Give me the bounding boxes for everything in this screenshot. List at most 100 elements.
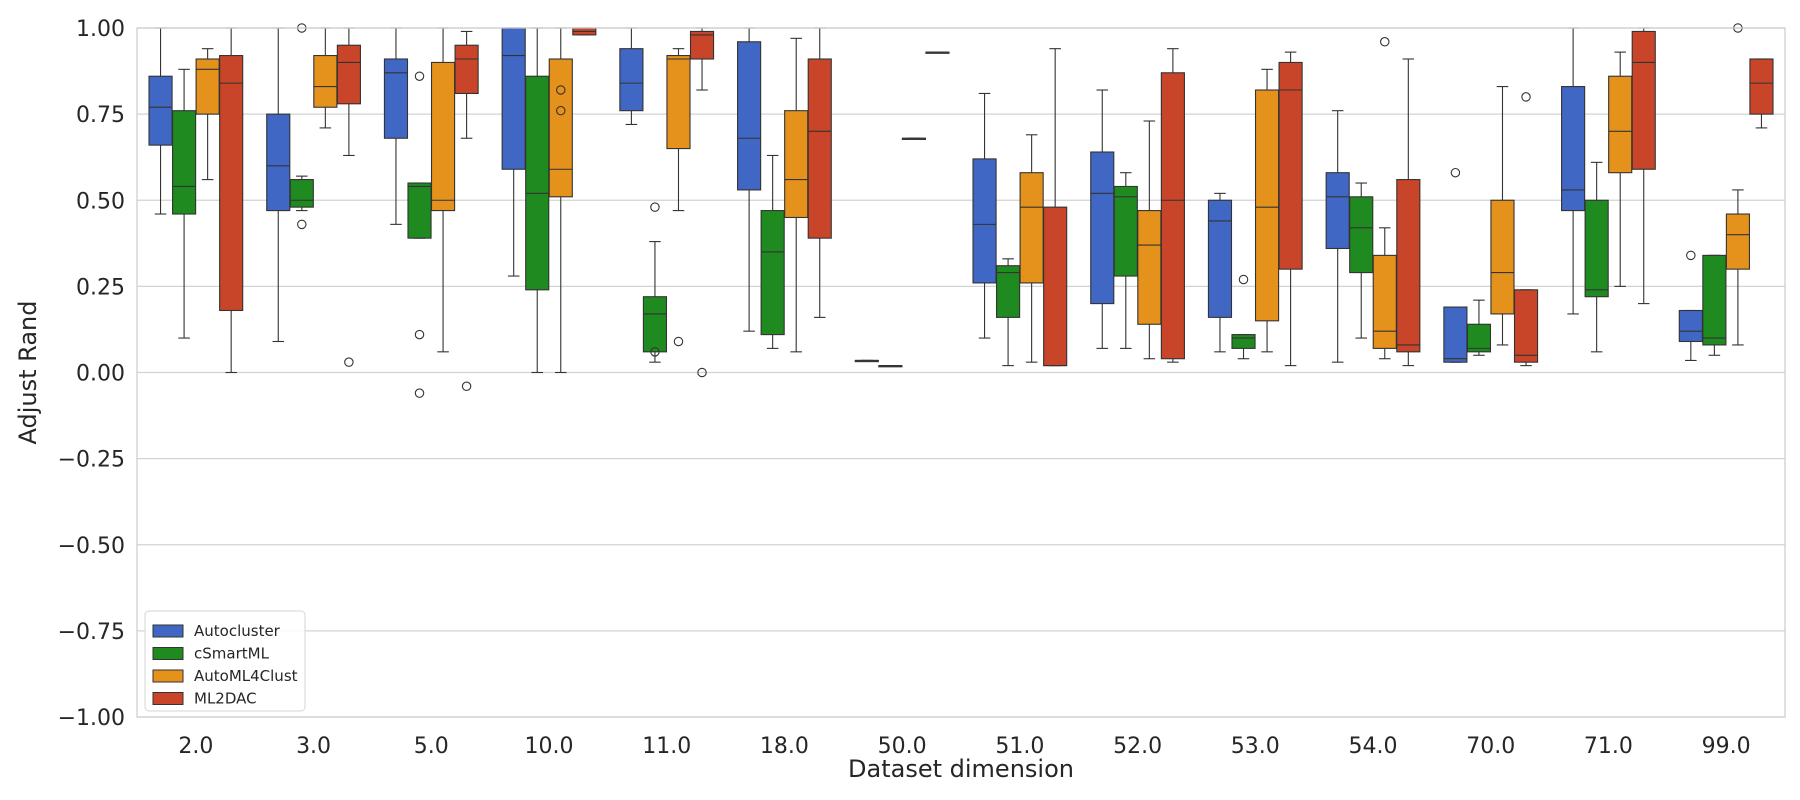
box-body [1137, 210, 1162, 325]
y-tick-label: 0.25 [76, 275, 125, 300]
x-tick-label: 3.0 [296, 734, 331, 759]
box-body [1278, 61, 1303, 270]
box-body [313, 55, 338, 108]
y-tick-label: 1.00 [76, 17, 125, 42]
box-body [1090, 151, 1115, 305]
box-ml2dac-54.0 [1396, 58, 1421, 367]
legend-label-automl4clust: AutoML4Clust [194, 667, 298, 685]
box-csmartml-50.0 [878, 365, 903, 368]
outlier-point [1380, 37, 1390, 47]
box-ml2dac-99.0 [1749, 58, 1774, 129]
y-axis-label: Adjust Rand [14, 301, 42, 445]
box-autocluster-71.0 [1561, 27, 1586, 315]
box-ml2dac-11.0 [689, 27, 715, 378]
box-body [1396, 179, 1421, 353]
box-csmartml-99.0 [1702, 254, 1727, 356]
box-body [525, 75, 550, 291]
box-body [219, 55, 244, 312]
box-body [1584, 199, 1609, 298]
x-tick-label: 51.0 [995, 734, 1044, 759]
box-body [1749, 58, 1774, 115]
x-tick-label: 70.0 [1466, 734, 1515, 759]
x-tick-label: 5.0 [414, 734, 449, 759]
box-body [807, 58, 832, 239]
box-ml2dac-2.0 [219, 27, 244, 374]
box-autocluster-3.0 [266, 27, 291, 343]
outlier-point [297, 219, 307, 230]
box-body [995, 265, 1021, 318]
box-body [1513, 289, 1539, 363]
outlier-point [556, 105, 566, 116]
box-body [666, 55, 691, 150]
box-body [1207, 199, 1233, 318]
x-tick-label: 11.0 [642, 734, 691, 759]
box-csmartml-10.0 [525, 27, 550, 374]
box-autocluster-70.0 [1443, 167, 1468, 363]
x-axis-label: Dataset dimension [848, 755, 1074, 783]
y-tick-label: 0.75 [76, 103, 125, 128]
box-automl4clust-51.0 [1019, 134, 1044, 363]
legend-swatch-autocluster [152, 624, 184, 638]
box-body [195, 58, 220, 115]
legend: Autocluster cSmartML AutoML4Clust ML2DAC [144, 610, 306, 712]
box-ml2dac-50.0 [925, 51, 950, 54]
box-autocluster-10.0 [501, 27, 526, 277]
box-automl4clust-53.0 [1254, 68, 1280, 353]
box-body [1678, 309, 1703, 343]
box-csmartml-18.0 [760, 154, 785, 349]
box-body [1349, 196, 1374, 274]
x-tick-label: 2.0 [178, 734, 213, 759]
box-autocluster-54.0 [1325, 110, 1350, 363]
outlier-point [1521, 92, 1531, 102]
box-automl4clust-52.0 [1137, 120, 1162, 360]
box-ml2dac-5.0 [454, 30, 479, 392]
box-csmartml-5.0 [407, 71, 432, 398]
legend-label-csmartml: cSmartML [194, 645, 270, 663]
box-automl4clust-70.0 [1490, 86, 1515, 346]
box-body [148, 75, 173, 146]
box-body [1443, 306, 1468, 363]
box-body [1608, 75, 1633, 174]
box-ml2dac-18.0 [807, 27, 832, 318]
legend-label-autocluster: Autocluster [194, 622, 281, 640]
outlier-point [697, 367, 707, 378]
box-csmartml-3.0 [289, 23, 314, 230]
x-tick-label: 50.0 [878, 734, 927, 759]
box-body [548, 58, 573, 198]
y-tick-label: 0.50 [76, 189, 125, 214]
box-automl4clust-10.0 [548, 27, 573, 374]
legend-swatch-ml2dac [152, 692, 184, 705]
box-automl4clust-54.0 [1372, 37, 1397, 360]
box-ml2dac-10.0 [572, 27, 597, 36]
legend-swatch-csmartml [152, 647, 184, 660]
x-tick-label: 10.0 [525, 734, 574, 759]
box-body [501, 27, 526, 170]
box-csmartml-71.0 [1584, 161, 1609, 353]
box-autocluster-51.0 [972, 92, 997, 339]
x-tick-label: 53.0 [1231, 734, 1280, 759]
box-body [737, 41, 762, 191]
box-autocluster-99.0 [1678, 250, 1703, 361]
box-body [336, 44, 361, 105]
y-tick-label: −1.00 [58, 706, 125, 731]
box-ml2dac-53.0 [1278, 51, 1303, 367]
plot-frame [136, 27, 1786, 718]
box-body [689, 30, 715, 60]
box-csmartml-70.0 [1466, 299, 1492, 356]
box-body [1372, 254, 1397, 349]
legend-frame [144, 610, 306, 712]
box-ml2dac-51.0 [1043, 48, 1068, 367]
box-body [1561, 86, 1586, 212]
x-tick-label: 52.0 [1113, 734, 1162, 759]
box-csmartml-2.0 [171, 68, 197, 339]
outlier-point [650, 347, 660, 357]
box-ml2dac-3.0 [336, 27, 361, 367]
outlier-point [344, 357, 354, 367]
outlier-point [414, 71, 425, 81]
box-body [972, 158, 997, 284]
box-csmartml-53.0 [1231, 274, 1256, 360]
box-groups [148, 23, 1774, 398]
box-body [1254, 89, 1280, 322]
box-ml2dac-70.0 [1513, 92, 1539, 367]
